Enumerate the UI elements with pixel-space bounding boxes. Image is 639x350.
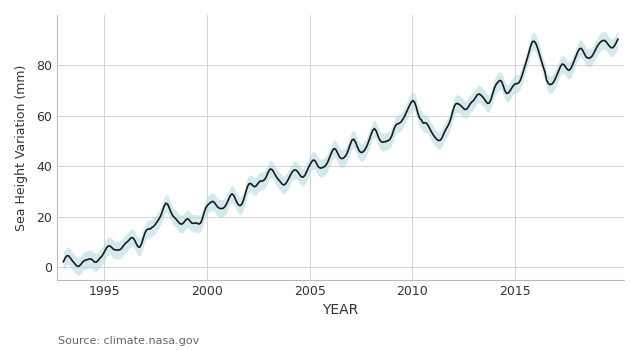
X-axis label: YEAR: YEAR [323, 303, 358, 317]
Text: Source: climate.nasa.gov: Source: climate.nasa.gov [58, 336, 199, 346]
Y-axis label: Sea Height Variation (mm): Sea Height Variation (mm) [15, 64, 28, 231]
